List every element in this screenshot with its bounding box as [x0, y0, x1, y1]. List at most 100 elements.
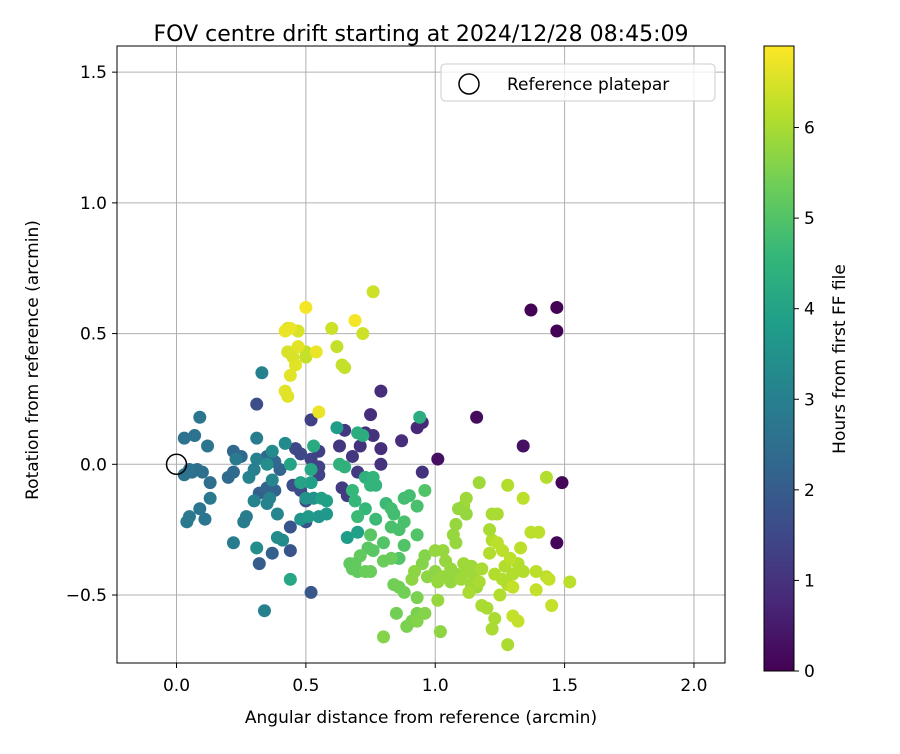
- data-point: [501, 478, 515, 492]
- data-point: [516, 564, 530, 578]
- data-point: [475, 562, 489, 576]
- data-point: [304, 463, 318, 477]
- legend: Reference platepar: [440, 63, 716, 102]
- data-point: [506, 580, 520, 594]
- data-point: [384, 520, 398, 534]
- data-point: [257, 604, 271, 618]
- data-point: [485, 622, 499, 636]
- data-point: [283, 368, 297, 382]
- data-point: [281, 345, 295, 359]
- data-point: [299, 300, 313, 314]
- data-point: [369, 478, 383, 492]
- data-point: [177, 431, 191, 445]
- data-point: [524, 303, 538, 317]
- data-point: [250, 397, 264, 411]
- data-point: [415, 465, 429, 479]
- data-point: [545, 598, 559, 612]
- colorbar-tick-label: 1: [804, 571, 815, 591]
- data-point: [304, 452, 318, 466]
- data-point: [488, 567, 502, 581]
- data-point: [345, 483, 359, 497]
- data-point: [555, 476, 569, 490]
- data-point: [276, 533, 290, 547]
- data-point: [563, 575, 577, 589]
- data-point: [330, 421, 344, 435]
- x-axis-ticks: 0.0 0.5 1.0 1.5 2.0: [163, 663, 707, 696]
- data-point: [307, 439, 321, 453]
- data-point: [265, 444, 279, 458]
- colorbar: 0 1 2 3 4 5 6 Hours from first FF file: [763, 45, 850, 682]
- y-tick-label: 0.5: [80, 325, 107, 345]
- data-point: [464, 559, 478, 573]
- data-point: [470, 410, 484, 424]
- data-point: [366, 285, 380, 299]
- data-point: [229, 452, 243, 466]
- data-point: [304, 476, 318, 490]
- data-point: [356, 429, 370, 443]
- data-point: [436, 544, 450, 558]
- colorbar-tick-label: 4: [804, 300, 815, 320]
- colorbar-tick-label: 5: [804, 209, 815, 229]
- data-point: [410, 591, 424, 605]
- data-point: [511, 614, 525, 628]
- data-point: [283, 520, 297, 534]
- data-point: [366, 429, 380, 443]
- data-point: [312, 405, 326, 419]
- data-point: [410, 528, 424, 542]
- plot-background: [117, 46, 725, 663]
- data-point: [472, 575, 486, 589]
- data-point: [514, 541, 528, 555]
- data-point: [314, 491, 328, 505]
- data-point: [260, 457, 274, 471]
- plot-area: 0.0 0.5 1.0 1.5 2.0 −0.5 0.0 0.5 1.0 1.5: [66, 45, 726, 696]
- data-point: [278, 436, 292, 450]
- data-point: [320, 507, 334, 521]
- data-point: [387, 507, 401, 521]
- data-points: [177, 285, 577, 652]
- data-point: [242, 470, 256, 484]
- data-point: [516, 439, 530, 453]
- data-point: [270, 507, 284, 521]
- colorbar-tick-label: 0: [804, 662, 815, 682]
- data-point: [472, 476, 486, 490]
- data-point: [325, 321, 339, 335]
- y-axis-ticks: −0.5 0.0 0.5 1.0 1.5: [66, 63, 117, 606]
- colorbar-gradient: [763, 45, 795, 672]
- data-point: [433, 625, 447, 639]
- data-point: [348, 314, 362, 328]
- data-point: [550, 300, 564, 314]
- colorbar-label: Hours from first FF file: [830, 264, 850, 454]
- data-point: [255, 366, 269, 380]
- data-point: [449, 517, 463, 531]
- data-point: [376, 536, 390, 550]
- data-point: [449, 536, 463, 550]
- data-point: [309, 345, 323, 359]
- data-point: [265, 546, 279, 560]
- data-point: [402, 489, 416, 503]
- plot-frame: [116, 45, 726, 664]
- data-point: [413, 410, 427, 424]
- colorbar-ticks: 0 1 2 3 4 5 6: [794, 119, 815, 682]
- data-point: [278, 324, 292, 338]
- data-point: [330, 340, 344, 354]
- data-point: [452, 502, 466, 516]
- data-point: [283, 572, 297, 586]
- data-point: [550, 324, 564, 338]
- data-point: [345, 449, 359, 463]
- data-point: [516, 491, 530, 505]
- data-point: [294, 476, 308, 490]
- data-point: [529, 564, 543, 578]
- x-axis-label: Angular distance from reference (arcmin): [245, 708, 597, 728]
- x-tick-label: 2.0: [680, 676, 707, 696]
- data-point: [263, 491, 277, 505]
- data-point: [550, 536, 564, 550]
- data-point: [397, 538, 411, 552]
- x-tick-label: 1.5: [551, 676, 578, 696]
- data-point: [237, 515, 251, 529]
- data-point: [226, 465, 240, 479]
- data-point: [490, 507, 504, 521]
- y-tick-label: −0.5: [66, 586, 107, 606]
- data-point: [348, 494, 362, 508]
